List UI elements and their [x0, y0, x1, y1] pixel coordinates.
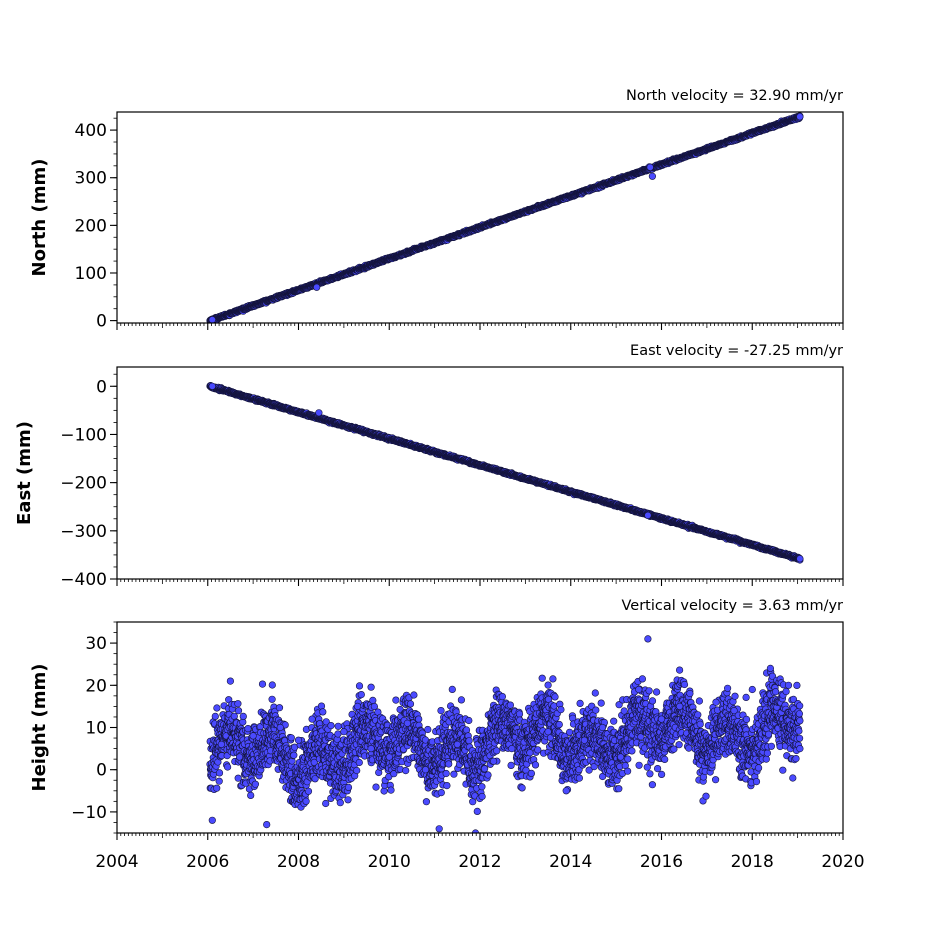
north-velocity-title: North velocity = 32.90 mm/yr	[626, 88, 843, 104]
north-y-axis-title: North (mm)	[29, 159, 50, 277]
north-markers	[206, 112, 804, 323]
north-y-tick-label: 300	[75, 169, 107, 189]
north-data-point	[313, 283, 321, 291]
north-data-point	[646, 163, 654, 171]
north-y-tick-label: 400	[75, 121, 107, 141]
north-data-point	[208, 316, 216, 323]
north-y-tick-label: 200	[75, 216, 107, 236]
north-panel: 0 100 200 300 400 North velocity = 32.90 mm/y…	[29, 88, 844, 332]
east-markers	[206, 382, 804, 564]
north-data-point	[648, 172, 657, 180]
north-y-tick-label: 100	[75, 264, 107, 284]
north-data-point	[796, 113, 804, 121]
north-y-tick-label: 0	[96, 312, 107, 332]
